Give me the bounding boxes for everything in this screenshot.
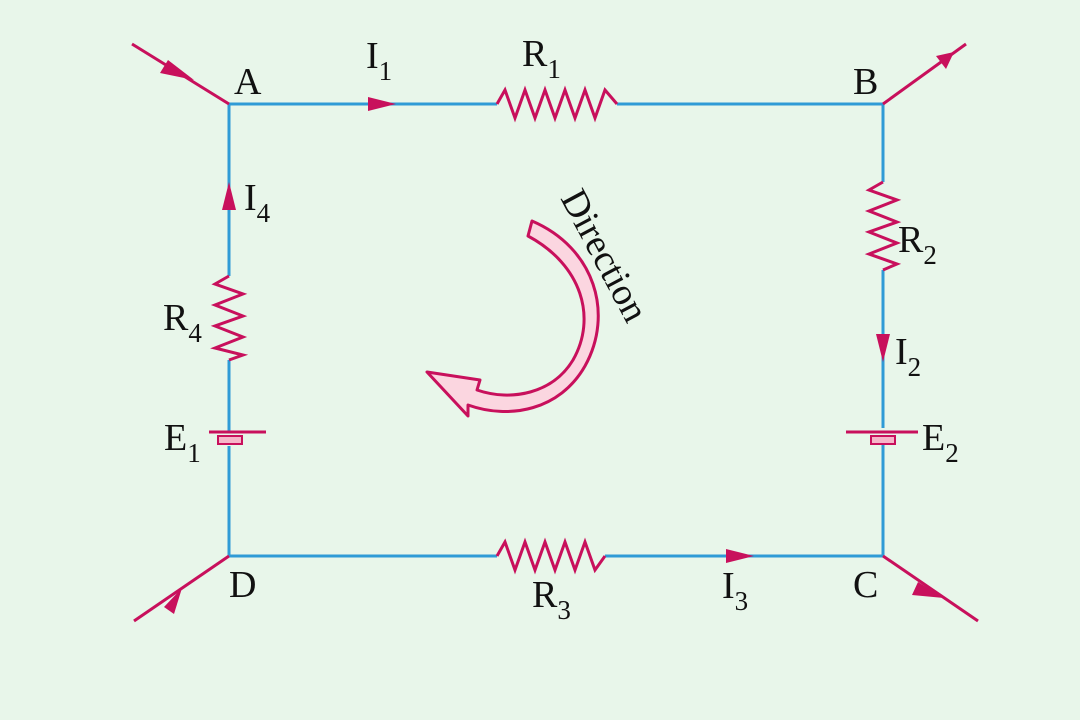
resistor-label-r1: R1 [522, 33, 561, 84]
resistor-r3 [495, 537, 607, 575]
loop-wires [227, 102, 885, 558]
current-arrow-i2 [876, 334, 890, 362]
resistor-label-r2: R2 [898, 219, 937, 270]
branch-lead-b [882, 42, 967, 106]
resistor-label-r3: R3 [532, 574, 571, 625]
branch-arrow-a [160, 60, 194, 80]
source-label-e1: E1 [164, 417, 201, 468]
current-arrow-i3 [726, 549, 754, 563]
branch-lead-d [133, 554, 230, 623]
current-label-i2: I2 [895, 331, 921, 382]
resistor-r2 [864, 180, 902, 272]
resistor-label-r4: R4 [163, 297, 202, 348]
node-label-a: A [234, 61, 262, 103]
branch-arrow-d [164, 588, 182, 614]
current-label-i3: I3 [722, 565, 748, 616]
current-label-i4: I4 [244, 177, 271, 228]
current-arrow-i4 [222, 182, 236, 210]
source-label-e2: E2 [922, 417, 959, 468]
current-label-i1: I1 [366, 35, 392, 86]
node-label-b: B [853, 61, 878, 103]
branch-lead-c [882, 554, 979, 623]
resistor-r1 [495, 85, 619, 123]
battery-e2 [846, 430, 918, 445]
resistor-r4 [210, 274, 249, 362]
battery-e1 [209, 430, 266, 445]
branch-arrow-b [936, 52, 954, 69]
branch-arrow-c [912, 582, 944, 598]
node-label-d: D [229, 564, 256, 606]
node-label-c: C [853, 564, 878, 606]
direction-arrow [425, 219, 600, 418]
current-arrow-i1 [368, 97, 396, 111]
